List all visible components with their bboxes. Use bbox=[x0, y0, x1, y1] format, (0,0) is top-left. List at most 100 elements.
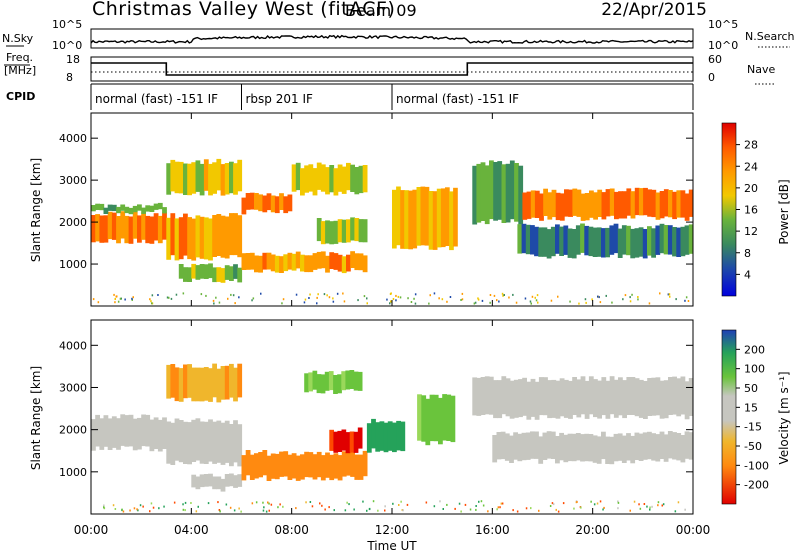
noise-cell bbox=[489, 294, 492, 296]
echo-cell bbox=[449, 191, 454, 251]
noise-cell bbox=[441, 298, 444, 301]
echo-cell bbox=[438, 397, 443, 445]
echo-cell bbox=[617, 433, 623, 461]
echo-cell bbox=[539, 193, 544, 221]
echo-cell bbox=[572, 377, 577, 415]
echo-cell bbox=[166, 364, 172, 399]
echo-cell bbox=[362, 450, 368, 477]
noise-cell bbox=[629, 509, 631, 512]
echo-cell bbox=[274, 255, 280, 273]
cpid-segment-label: normal (fast) -151 IF bbox=[95, 92, 218, 106]
echo-cell bbox=[593, 379, 598, 418]
noise-cell bbox=[489, 301, 491, 304]
noise-cell bbox=[677, 501, 680, 504]
noise-cell bbox=[537, 301, 539, 304]
noise-cell bbox=[114, 301, 116, 304]
echo-cell bbox=[596, 227, 602, 257]
noise-cell bbox=[136, 508, 138, 511]
echo-cell bbox=[254, 255, 259, 273]
y-tick-label: 2000 bbox=[59, 424, 87, 437]
echo-cell bbox=[534, 431, 539, 459]
noise-cell bbox=[631, 293, 633, 296]
echo-cell bbox=[676, 227, 682, 257]
echo-cell bbox=[647, 378, 652, 416]
echo-cell bbox=[254, 453, 259, 479]
echo-cell bbox=[241, 197, 247, 215]
noise-cell bbox=[114, 298, 116, 300]
echo-cell bbox=[605, 189, 611, 217]
echo-cell bbox=[191, 474, 197, 488]
nave-label: Nave bbox=[747, 63, 775, 76]
echo-cell bbox=[576, 189, 582, 217]
noise-cell bbox=[309, 501, 312, 503]
echo-cell bbox=[195, 160, 201, 192]
noise-cell bbox=[502, 294, 504, 297]
x-tick-label: 16:00 bbox=[475, 523, 510, 537]
x-tick-label: 20:00 bbox=[575, 523, 610, 537]
noise-cell bbox=[687, 300, 690, 302]
echo-cell bbox=[316, 374, 322, 394]
echo-cell bbox=[349, 370, 355, 389]
echo-cell bbox=[505, 163, 511, 223]
echo-cell bbox=[647, 189, 652, 217]
colorbar-tick-label: 100 bbox=[744, 363, 765, 376]
echo-cell bbox=[526, 381, 532, 420]
noise-cell bbox=[129, 509, 131, 512]
echo-cell bbox=[433, 394, 439, 442]
noise-cell bbox=[557, 295, 559, 298]
noise-cell bbox=[133, 507, 136, 510]
echo-cell bbox=[609, 225, 615, 255]
echo-cell bbox=[513, 379, 519, 418]
echo-cell bbox=[383, 422, 389, 453]
noise-cell bbox=[392, 502, 394, 505]
echo-cell bbox=[588, 434, 594, 462]
echo-cell bbox=[316, 162, 322, 190]
echo-cell bbox=[472, 377, 478, 416]
echo-cell bbox=[353, 431, 359, 453]
noise-cell bbox=[333, 509, 335, 512]
echo-cell bbox=[614, 191, 619, 220]
noise-cell bbox=[282, 505, 284, 508]
echo-cell bbox=[480, 162, 486, 221]
echo-cell bbox=[366, 423, 372, 453]
noise-cell bbox=[637, 296, 639, 298]
noise-cell bbox=[328, 506, 330, 509]
echo-cell bbox=[183, 163, 188, 195]
noise-cell bbox=[674, 510, 677, 513]
colorbar-tick-label: 15 bbox=[744, 401, 758, 414]
echo-cell bbox=[116, 216, 121, 244]
colorbar-tick-label: 24 bbox=[744, 160, 758, 173]
echo-cell bbox=[170, 159, 176, 192]
echo-cell bbox=[308, 452, 314, 478]
echo-cell bbox=[634, 432, 640, 460]
noise-cell bbox=[332, 297, 334, 300]
echo-cell bbox=[626, 377, 632, 415]
echo-cell bbox=[659, 380, 665, 419]
echo-cell bbox=[199, 367, 205, 402]
echo-cell bbox=[521, 432, 527, 461]
echo-cell bbox=[575, 433, 581, 461]
power-ylabel: Slant Range [km] bbox=[29, 158, 43, 262]
noise-cell bbox=[103, 504, 105, 507]
noise-cell bbox=[500, 502, 503, 505]
noise-cell bbox=[530, 302, 532, 305]
noise-cell bbox=[131, 297, 133, 300]
noise-cell bbox=[173, 501, 176, 504]
beam-label: Beam 09 bbox=[345, 1, 417, 20]
echo-cell bbox=[345, 370, 351, 390]
echo-cell bbox=[379, 421, 385, 451]
freq-trace bbox=[91, 62, 693, 76]
noise-cell bbox=[200, 293, 203, 296]
echo-cell bbox=[279, 256, 284, 273]
noise-cell bbox=[508, 296, 510, 299]
echo-cell bbox=[153, 203, 159, 210]
echo-cell bbox=[337, 219, 343, 243]
noise-cell bbox=[158, 507, 160, 510]
noise-cell bbox=[328, 296, 331, 299]
noise-cell bbox=[524, 297, 527, 300]
noise-cell bbox=[389, 302, 391, 305]
noise-cell bbox=[305, 501, 307, 504]
noise-cell bbox=[263, 506, 265, 509]
echo-cell bbox=[530, 378, 536, 417]
echo-cell bbox=[354, 253, 360, 271]
